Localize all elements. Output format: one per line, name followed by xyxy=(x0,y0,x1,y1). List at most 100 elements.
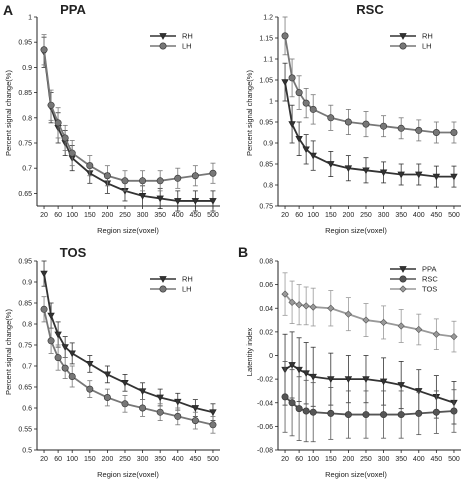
y-tick-label: 0.9 xyxy=(263,141,273,148)
y-tick-label: 0.75 xyxy=(18,141,32,148)
data-point xyxy=(397,124,405,132)
data-point xyxy=(327,409,335,417)
series-tos xyxy=(281,272,458,353)
y-tick-label: 0.9 xyxy=(22,65,32,72)
data-point xyxy=(450,407,458,415)
data-point xyxy=(432,408,440,416)
data-point xyxy=(309,303,317,311)
x-axis-label: Region size(voxel) xyxy=(97,470,159,479)
x-tick-label: 250 xyxy=(119,212,131,219)
data-point xyxy=(174,412,182,420)
data-point xyxy=(191,172,199,180)
series-rsc xyxy=(281,361,458,443)
data-point xyxy=(174,174,182,182)
series-lh xyxy=(40,34,217,192)
x-tick-label: 300 xyxy=(378,456,390,463)
data-point xyxy=(309,105,317,113)
x-tick-label: 450 xyxy=(190,456,202,463)
x-tick-label: 100 xyxy=(66,212,78,219)
legend-marker xyxy=(399,33,407,40)
data-point xyxy=(209,421,217,429)
x-tick-label: 450 xyxy=(431,212,443,219)
y-tick-label: 0.95 xyxy=(18,40,32,47)
x-tick-label: 250 xyxy=(360,212,372,219)
chart-title: PPA xyxy=(60,2,86,17)
data-point xyxy=(362,316,370,324)
chart-rsc: RSC Region size(voxel) Percent signal ch… xyxy=(245,2,461,235)
data-point xyxy=(295,89,303,97)
legend-label: RH xyxy=(182,275,193,284)
x-axis-label: Region size(voxel) xyxy=(97,226,159,235)
y-tick-label: 0.8 xyxy=(22,115,32,122)
data-point xyxy=(156,195,164,203)
data-point xyxy=(302,407,310,415)
data-point xyxy=(139,177,147,185)
data-point xyxy=(450,129,458,137)
data-point xyxy=(379,169,388,177)
x-tick-label: 200 xyxy=(343,456,355,463)
data-point xyxy=(138,193,147,200)
x-tick-label: 300 xyxy=(137,212,149,219)
data-point xyxy=(61,344,69,351)
data-point xyxy=(103,371,112,379)
data-point xyxy=(156,177,164,185)
data-point xyxy=(302,146,310,154)
data-point xyxy=(61,364,69,372)
x-axis-label: Region size(voxel) xyxy=(325,470,387,479)
data-point xyxy=(138,388,147,396)
x-tick-label: 300 xyxy=(378,212,390,219)
x-tick-label: 200 xyxy=(343,212,355,219)
data-point xyxy=(295,135,303,143)
series-lh xyxy=(281,16,458,144)
data-point xyxy=(379,378,388,386)
x-tick-label: 150 xyxy=(84,456,96,463)
y-tick-label: 0.08 xyxy=(259,259,273,266)
data-point xyxy=(344,411,352,419)
data-point xyxy=(209,409,217,417)
data-point xyxy=(40,270,48,278)
x-tick-label: 60 xyxy=(54,212,62,219)
y-tick-label: 1.15 xyxy=(259,36,273,43)
data-point xyxy=(309,408,317,416)
chart-title: RSC xyxy=(356,2,384,17)
y-axis-label: Latentity index xyxy=(245,328,254,377)
data-point xyxy=(288,74,296,82)
plot-area: 0.75 0.8 0.85 0.9 0.95 1 1.05 1.1 1.15 1.2 20 60 100… xyxy=(259,15,461,219)
y-tick-label: -0.04 xyxy=(257,400,273,407)
data-point xyxy=(191,198,200,205)
legend-marker xyxy=(159,42,167,50)
plot-area: -0.08 -0.06 -0.04 -0.02 0 0.02 0.04 0.06 0.08 20 6… xyxy=(257,259,461,463)
x-tick-label: 450 xyxy=(190,212,202,219)
data-point xyxy=(380,122,388,130)
legend-label: LH xyxy=(422,42,432,51)
data-point xyxy=(295,405,303,413)
data-point xyxy=(121,177,129,185)
data-point xyxy=(397,171,405,179)
y-tick-label: 0.9 xyxy=(22,280,32,287)
y-axis-label: Percent signal change(%) xyxy=(4,309,13,395)
y-tick-label: 0.8 xyxy=(22,322,32,329)
y-tick-label: 1 xyxy=(28,15,32,22)
data-point xyxy=(47,337,55,345)
data-point xyxy=(121,400,129,408)
data-point xyxy=(40,305,48,313)
y-axis-label: Percent signal change(%) xyxy=(245,70,254,156)
data-point xyxy=(47,312,55,320)
data-point xyxy=(174,198,182,205)
y-tick-label: 0.55 xyxy=(18,427,32,434)
data-point xyxy=(281,79,289,86)
legend-label: TOS xyxy=(422,285,437,294)
y-tick-label: -0.06 xyxy=(257,424,273,431)
data-point xyxy=(209,169,217,177)
y-tick-label: 0.04 xyxy=(259,306,273,313)
data-point xyxy=(288,121,296,128)
y-tick-label: 0 xyxy=(269,353,273,360)
plot-area: 0.65 0.7 0.75 0.8 0.85 0.9 0.95 1 20 60 100 150 200 2… xyxy=(18,15,220,219)
panel-letter-a: A xyxy=(3,2,13,18)
data-point xyxy=(362,167,370,175)
data-point xyxy=(86,162,94,170)
x-tick-label: 350 xyxy=(154,212,166,219)
chart-latentity: Region size(voxel) Latentity index -0.08… xyxy=(245,259,461,479)
x-tick-label: 350 xyxy=(154,456,166,463)
